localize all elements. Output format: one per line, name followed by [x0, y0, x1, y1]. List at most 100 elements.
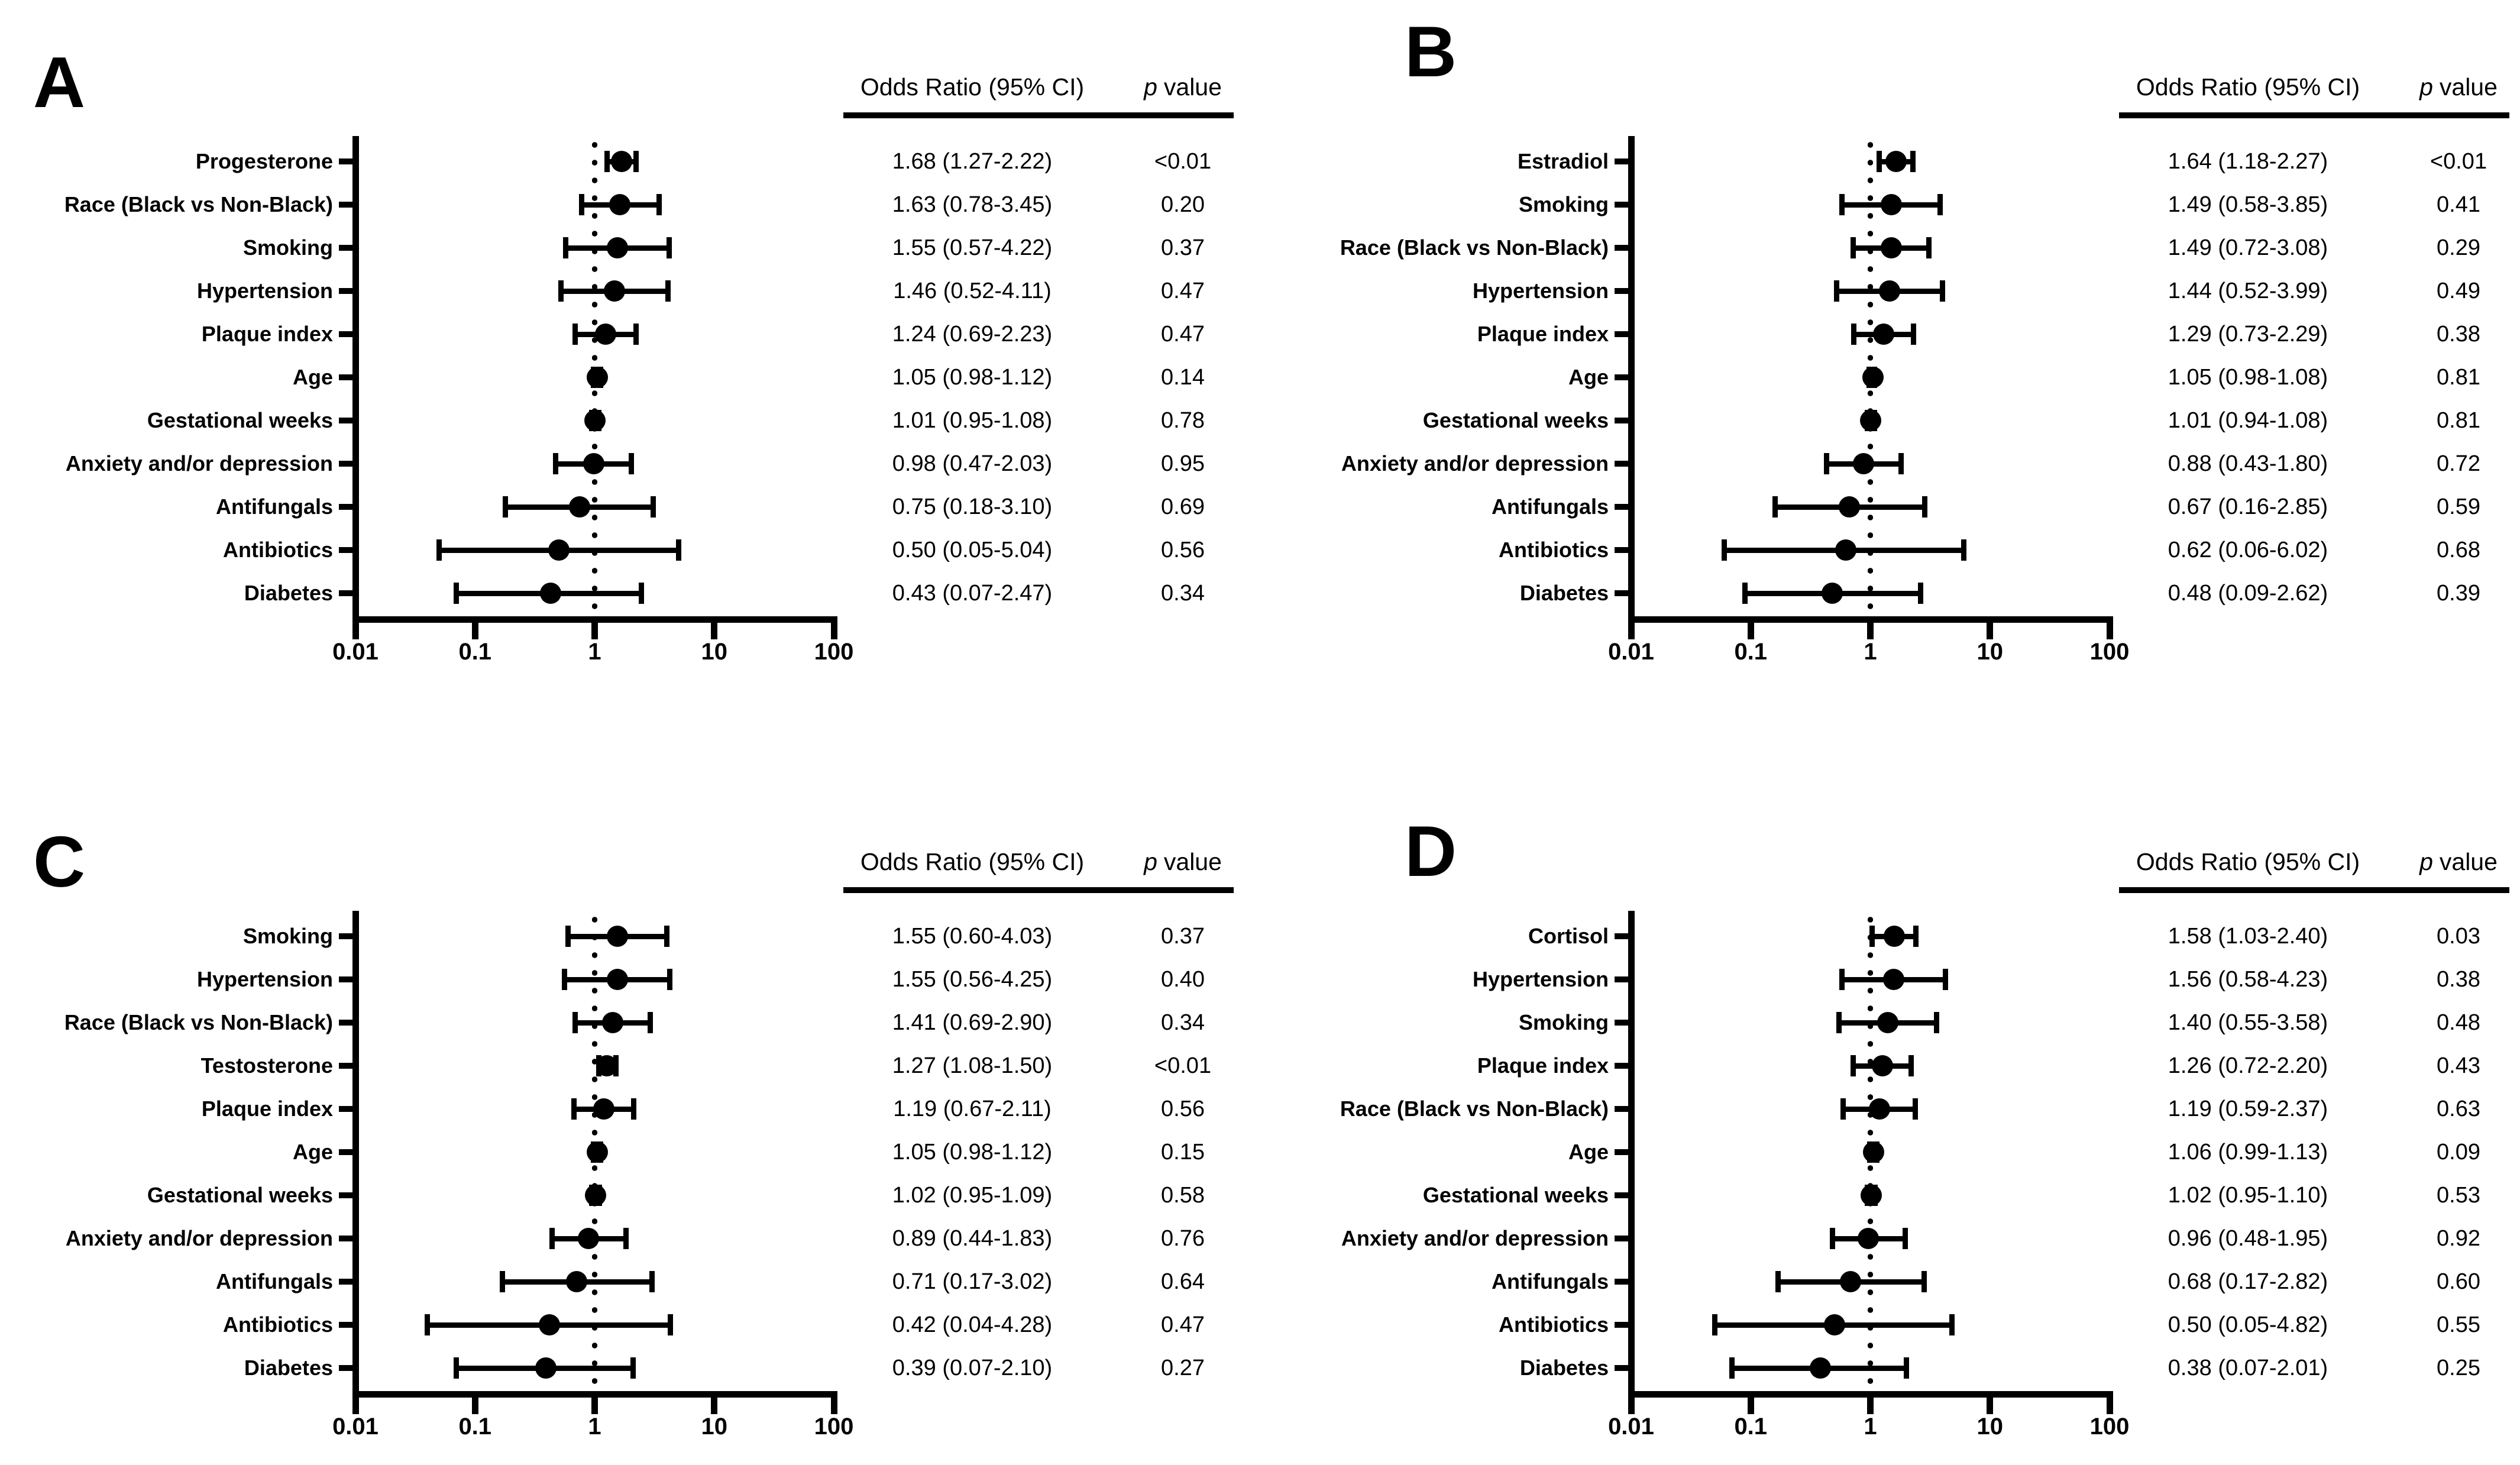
row-label: Race (Black vs Non-Black) — [1340, 235, 1609, 260]
x-axis-tick-label: 10 — [701, 639, 728, 665]
p-value: 0.34 — [1161, 581, 1205, 606]
x-axis-tick — [1867, 622, 1874, 639]
p-value: 0.34 — [1161, 1010, 1205, 1035]
row-axis-tick — [339, 1279, 355, 1285]
row-axis-tick — [339, 933, 355, 939]
row-axis-tick — [1615, 1149, 1631, 1155]
p-word: value — [1163, 73, 1222, 101]
ci-cap-low — [1876, 151, 1882, 172]
row-axis-tick — [339, 1106, 355, 1112]
or-ci-value: 1.26 (0.72-2.20) — [2168, 1053, 2328, 1078]
or-ci-value: 1.05 (0.98-1.12) — [892, 365, 1053, 390]
or-marker — [585, 1185, 607, 1206]
or-marker — [1868, 1098, 1890, 1120]
row-label: Hypertension — [1472, 279, 1609, 303]
or-ci-value: 0.50 (0.05-4.82) — [2168, 1312, 2328, 1337]
ci-cap-high — [676, 539, 682, 561]
or-ci-value: 1.44 (0.52-3.99) — [2168, 279, 2328, 303]
panel-letter: D — [1405, 811, 1457, 891]
x-axis-tick-label: 100 — [2089, 639, 2130, 665]
row-axis-tick — [1615, 1322, 1631, 1328]
p-value: 0.37 — [1161, 924, 1205, 949]
panel-letter: A — [33, 42, 86, 122]
p-value: 0.09 — [2437, 1140, 2480, 1165]
row-axis-tick — [1615, 1365, 1631, 1371]
ci-cap-high — [647, 1012, 653, 1033]
row-label: Diabetes — [244, 581, 333, 605]
or-ci-value: 0.62 (0.06-6.02) — [2168, 538, 2328, 562]
p-value: 0.27 — [1161, 1356, 1205, 1380]
panel-letter: C — [33, 822, 86, 902]
ci-cap-low — [558, 280, 564, 302]
x-axis-tick — [471, 1397, 478, 1414]
x-axis-tick — [830, 1397, 837, 1414]
or-marker — [1878, 280, 1900, 302]
x-axis-tick — [591, 622, 598, 639]
p-word: value — [2439, 73, 2498, 101]
ci-cap-low — [572, 324, 578, 345]
x-axis-tick-label: 0.1 — [458, 1414, 492, 1440]
row-label: Antibiotics — [1499, 538, 1609, 562]
y-axis-line — [1628, 911, 1635, 1394]
row-label: Cortisol — [1528, 924, 1609, 948]
p-value: <0.01 — [2430, 149, 2487, 174]
row-axis-tick — [339, 1236, 355, 1241]
ci-cap-low — [572, 1012, 578, 1033]
x-axis-tick-label: 0.1 — [1734, 639, 1768, 665]
or-ci-value: 0.38 (0.07-2.01) — [2168, 1356, 2328, 1380]
panel-a: A 0.01 0.1 1 10 100 Odds Ratio (95% CI) p value P… — [0, 0, 1244, 690]
or-marker — [578, 1228, 600, 1249]
ci-cap-high — [1910, 151, 1916, 172]
row-label: Plaque index — [201, 1097, 333, 1121]
row-axis-tick — [1615, 418, 1631, 423]
row-label: Anxiety and/or depression — [65, 451, 333, 476]
x-axis-tick — [1987, 1397, 1994, 1414]
or-marker — [586, 367, 608, 388]
row-label: Age — [292, 365, 333, 389]
or-ci-value: 1.19 (0.67-2.11) — [893, 1097, 1052, 1121]
row-axis-tick — [1615, 1020, 1631, 1026]
p-value: 0.69 — [1161, 494, 1205, 519]
or-marker — [1882, 969, 1904, 990]
or-ci-value: 0.98 (0.47-2.03) — [892, 451, 1053, 476]
row-label: Hypertension — [196, 279, 333, 303]
ci-cap-low — [436, 539, 442, 561]
p-value: 0.81 — [2437, 365, 2480, 390]
row-axis-tick — [339, 418, 355, 423]
or-ci-value: 1.40 (0.55-3.58) — [2168, 1010, 2328, 1035]
row-label: Anxiety and/or depression — [65, 1226, 333, 1250]
or-ci-value: 0.42 (0.04-4.28) — [892, 1312, 1053, 1337]
or-marker — [566, 1271, 588, 1292]
or-ci-value: 0.67 (0.16-2.85) — [2168, 494, 2328, 519]
row-label: Age — [1568, 365, 1609, 389]
ci-cap-low — [1839, 194, 1845, 215]
p-value: 0.39 — [2437, 581, 2480, 606]
or-marker — [606, 237, 628, 258]
ci-cap-low — [1840, 1098, 1846, 1120]
p-value: 0.59 — [2437, 494, 2480, 519]
or-marker — [595, 324, 617, 345]
x-axis-line — [1628, 1390, 2113, 1398]
row-label: Antibiotics — [1499, 1312, 1609, 1337]
row-label: Smoking — [1518, 1010, 1609, 1034]
or-ci-value: 0.39 (0.07-2.10) — [892, 1356, 1053, 1380]
ci-cap-high — [633, 151, 639, 172]
row-axis-tick — [1615, 976, 1631, 982]
ci-cap-high — [1921, 1271, 1927, 1292]
ci-cap-low — [1775, 1271, 1781, 1292]
or-ci-value: 1.68 (1.27-2.22) — [892, 149, 1053, 174]
or-marker — [535, 1357, 557, 1379]
p-value: 0.49 — [2437, 279, 2480, 303]
p-value: 0.55 — [2437, 1312, 2480, 1337]
p-symbol: p — [2419, 73, 2433, 101]
ci-cap-high — [1912, 1098, 1918, 1120]
or-marker — [548, 539, 570, 561]
ci-cap-low — [1833, 280, 1839, 302]
row-axis-tick — [1615, 1236, 1631, 1241]
p-value: 0.63 — [2437, 1097, 2480, 1121]
p-symbol: p — [2419, 848, 2433, 875]
ci-cap-low — [604, 151, 610, 172]
x-axis-tick — [1987, 622, 1994, 639]
p-value: 0.53 — [2437, 1183, 2480, 1208]
p-value-column-header: p value — [1088, 70, 1277, 104]
